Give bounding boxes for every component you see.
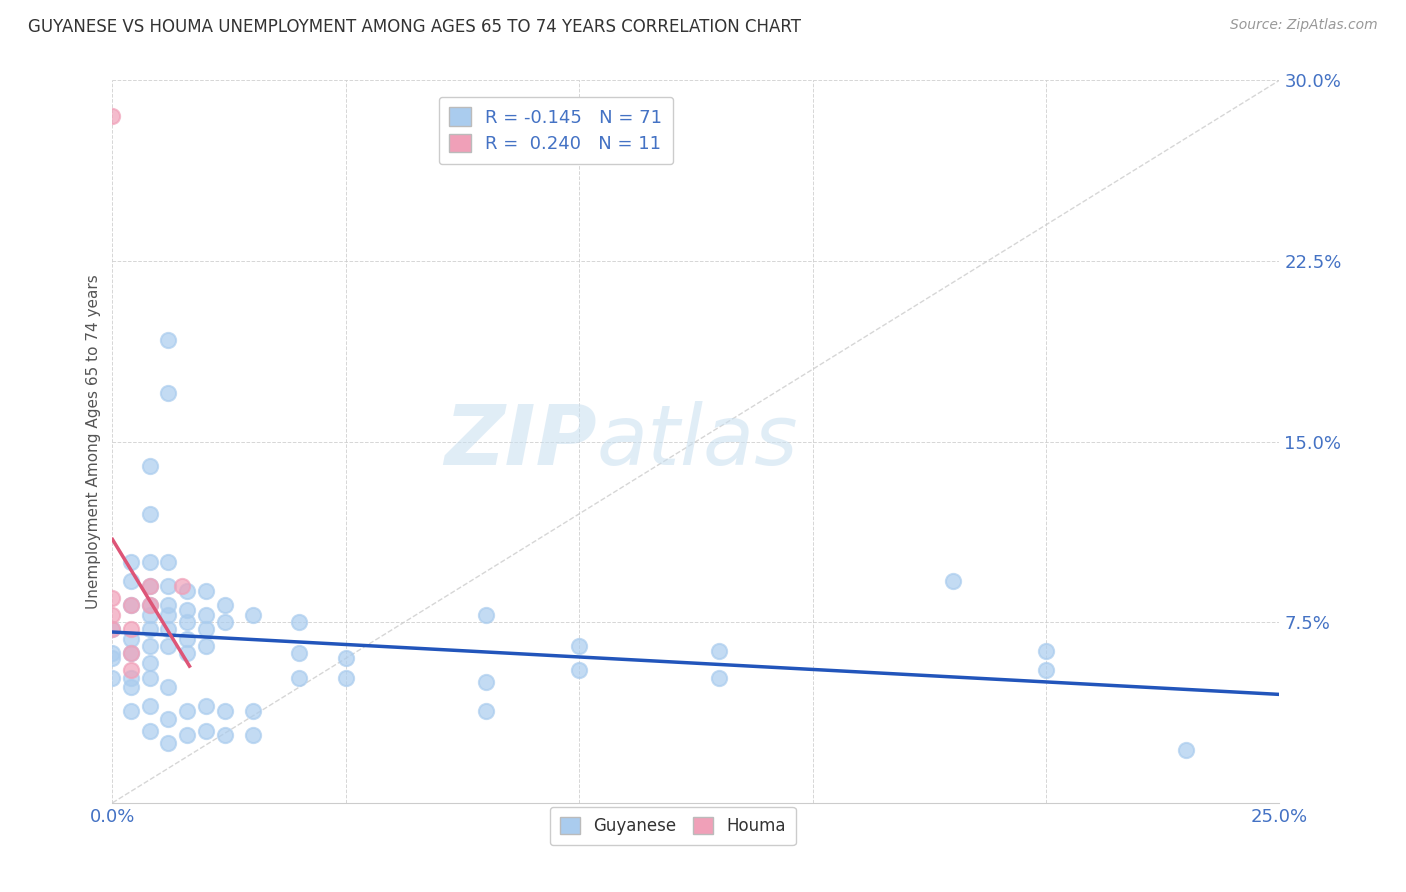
Point — [139, 507, 162, 521]
Point — [101, 647, 124, 661]
Point — [120, 664, 142, 678]
Point — [139, 723, 162, 738]
Point — [194, 723, 217, 738]
Point — [120, 623, 142, 637]
Legend: Guyanese, Houma: Guyanese, Houma — [550, 807, 796, 845]
Point — [176, 704, 198, 718]
Point — [194, 607, 217, 622]
Point — [120, 680, 142, 694]
Point — [288, 647, 311, 661]
Point — [176, 632, 198, 646]
Point — [139, 599, 162, 613]
Point — [176, 583, 198, 598]
Point — [214, 704, 236, 718]
Point — [194, 639, 217, 653]
Point — [157, 680, 180, 694]
Point — [242, 704, 264, 718]
Point — [214, 615, 236, 630]
Point — [335, 671, 357, 685]
Point — [176, 728, 198, 742]
Point — [120, 647, 142, 661]
Text: atlas: atlas — [596, 401, 799, 482]
Point — [101, 109, 124, 123]
Point — [120, 599, 142, 613]
Point — [194, 699, 217, 714]
Point — [176, 603, 198, 617]
Point — [101, 623, 124, 637]
Point — [475, 704, 498, 718]
Point — [101, 623, 124, 637]
Text: Source: ZipAtlas.com: Source: ZipAtlas.com — [1230, 18, 1378, 32]
Point — [288, 615, 311, 630]
Point — [120, 555, 142, 569]
Point — [120, 632, 142, 646]
Point — [176, 615, 198, 630]
Point — [120, 671, 142, 685]
Point — [214, 599, 236, 613]
Point — [709, 671, 731, 685]
Point — [120, 599, 142, 613]
Point — [214, 728, 236, 742]
Point — [139, 458, 162, 473]
Point — [176, 647, 198, 661]
Point — [120, 574, 142, 589]
Point — [194, 583, 217, 598]
Point — [568, 664, 591, 678]
Point — [1175, 743, 1198, 757]
Point — [139, 656, 162, 670]
Point — [120, 647, 142, 661]
Point — [157, 607, 180, 622]
Text: ZIP: ZIP — [444, 401, 596, 482]
Point — [709, 644, 731, 658]
Point — [1035, 644, 1057, 658]
Point — [101, 651, 124, 665]
Point — [335, 651, 357, 665]
Point — [568, 639, 591, 653]
Point — [139, 579, 162, 593]
Point — [139, 623, 162, 637]
Point — [288, 671, 311, 685]
Point — [172, 579, 194, 593]
Point — [157, 334, 180, 348]
Y-axis label: Unemployment Among Ages 65 to 74 years: Unemployment Among Ages 65 to 74 years — [86, 274, 101, 609]
Point — [157, 579, 180, 593]
Point — [157, 712, 180, 726]
Point — [242, 728, 264, 742]
Point — [157, 735, 180, 749]
Point — [120, 704, 142, 718]
Point — [101, 591, 124, 605]
Point — [242, 607, 264, 622]
Point — [1035, 664, 1057, 678]
Point — [101, 607, 124, 622]
Point — [139, 599, 162, 613]
Point — [475, 607, 498, 622]
Point — [139, 699, 162, 714]
Point — [157, 386, 180, 401]
Point — [157, 555, 180, 569]
Point — [157, 599, 180, 613]
Point — [139, 607, 162, 622]
Point — [942, 574, 965, 589]
Point — [157, 639, 180, 653]
Point — [139, 579, 162, 593]
Point — [101, 671, 124, 685]
Point — [157, 623, 180, 637]
Point — [194, 623, 217, 637]
Point — [139, 639, 162, 653]
Point — [139, 671, 162, 685]
Point — [139, 555, 162, 569]
Text: GUYANESE VS HOUMA UNEMPLOYMENT AMONG AGES 65 TO 74 YEARS CORRELATION CHART: GUYANESE VS HOUMA UNEMPLOYMENT AMONG AGE… — [28, 18, 801, 36]
Point — [475, 675, 498, 690]
